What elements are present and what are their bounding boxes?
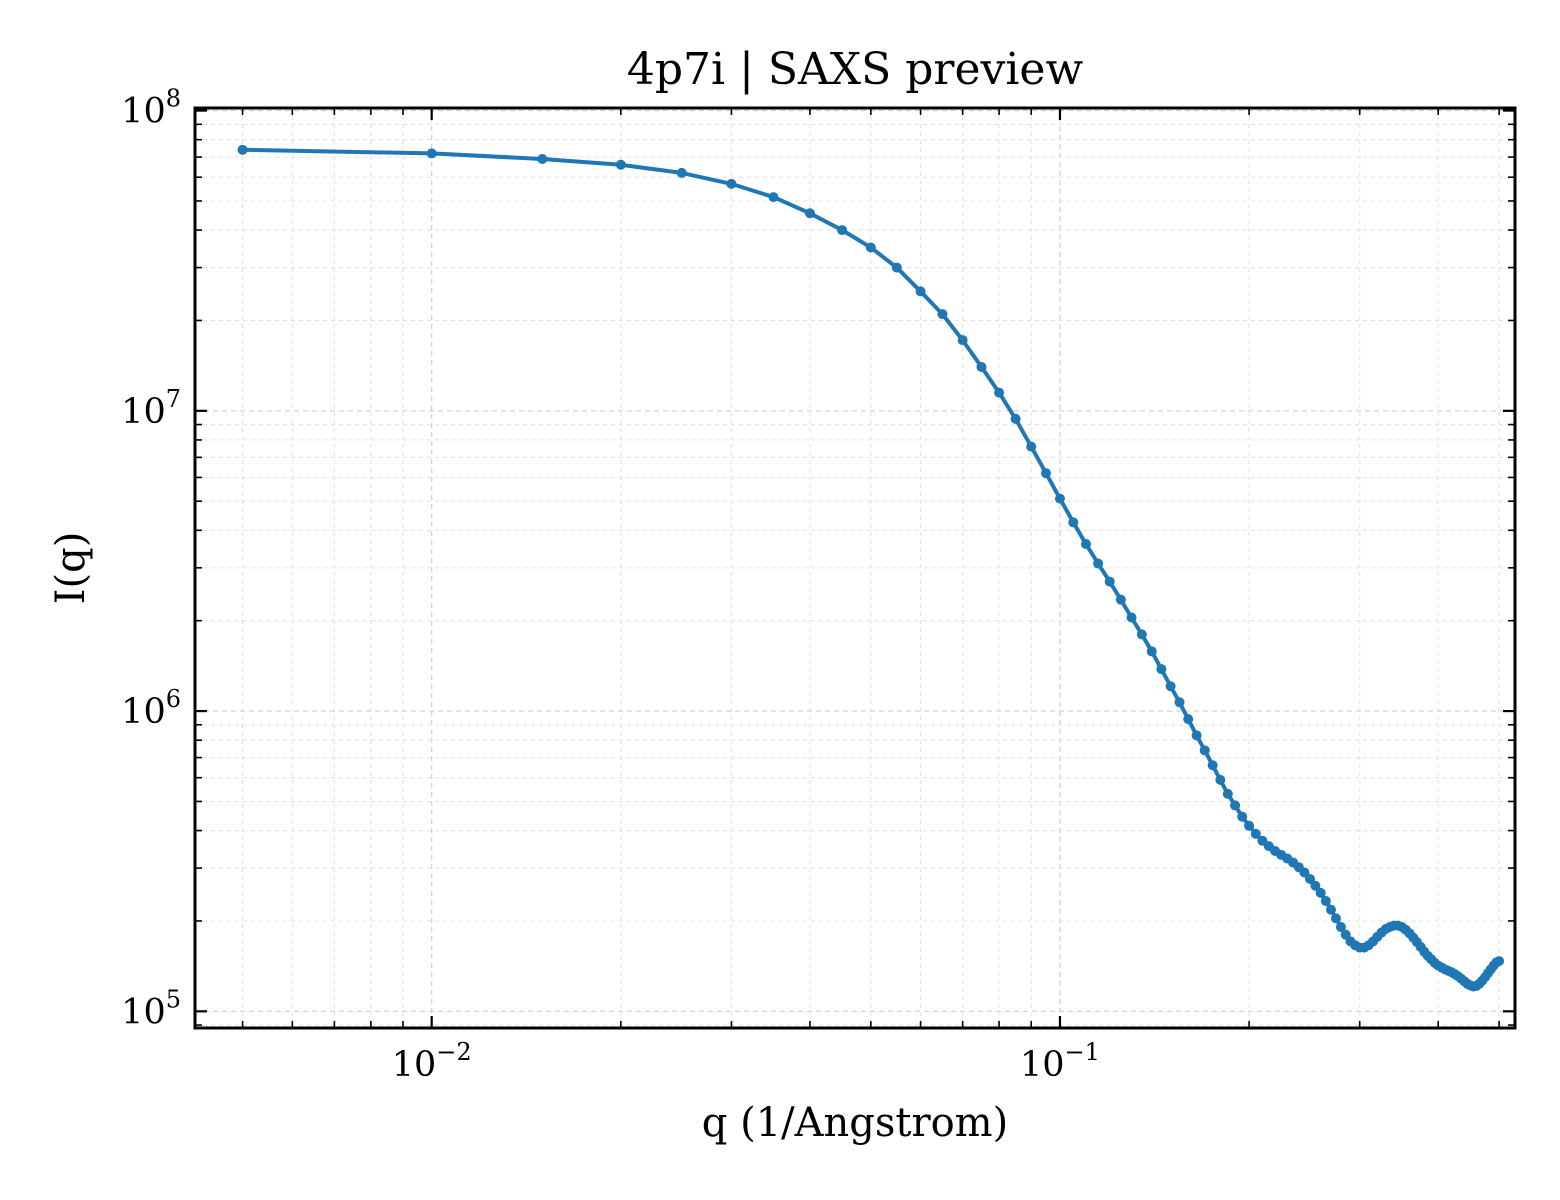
data-point	[615, 159, 626, 170]
data-point	[837, 225, 848, 236]
data-point	[1054, 493, 1065, 504]
x-tick-label: 10−2	[392, 1038, 472, 1085]
data-point	[768, 192, 779, 203]
data-point	[1215, 774, 1226, 785]
data-point	[1104, 576, 1115, 587]
data-point	[1093, 558, 1104, 569]
y-tick-label: 108	[121, 85, 181, 132]
data-point	[915, 286, 926, 297]
data-point	[865, 242, 876, 253]
data-point	[1146, 646, 1157, 657]
data-point	[1250, 828, 1261, 839]
data-point	[1310, 880, 1321, 891]
data-point	[1080, 539, 1091, 550]
data-point	[1191, 730, 1202, 741]
data-point	[1222, 788, 1233, 799]
data-point	[1156, 664, 1167, 675]
data-point	[957, 335, 968, 346]
x-tick-label: 10−1	[1020, 1038, 1100, 1085]
chart-title: 4p7i | SAXS preview	[627, 44, 1084, 95]
data-point	[426, 148, 437, 159]
data-point	[726, 178, 737, 189]
data-point	[1126, 612, 1137, 623]
data-point	[676, 167, 687, 178]
data-point	[804, 208, 815, 219]
data-point	[1237, 811, 1248, 822]
data-point	[1325, 904, 1336, 915]
data-point	[1174, 697, 1185, 708]
data-point	[1183, 714, 1194, 725]
data-point	[1026, 441, 1037, 452]
data-point	[937, 309, 948, 320]
data-point	[1335, 921, 1346, 932]
data-point	[1136, 629, 1147, 640]
data-point	[1230, 800, 1241, 811]
y-tick-label: 107	[121, 385, 181, 432]
y-axis-label: I(q)	[48, 532, 94, 605]
data-point	[1199, 745, 1210, 756]
data-point	[1304, 873, 1315, 884]
data-point	[1040, 468, 1051, 479]
data-point	[537, 153, 548, 164]
data-point	[1315, 887, 1326, 898]
x-axis-label: q (1/Angstrom)	[702, 1100, 1008, 1146]
data-point	[237, 144, 248, 155]
data-point	[1330, 913, 1341, 924]
data-point	[994, 387, 1005, 398]
data-point	[1165, 681, 1176, 692]
y-tick-label: 105	[121, 985, 181, 1032]
data-point	[1010, 413, 1021, 424]
data-point	[1494, 956, 1505, 967]
series-layer	[237, 144, 1505, 992]
data-point	[1244, 820, 1255, 831]
y-tick-label: 106	[121, 685, 181, 732]
grid	[195, 108, 1515, 1028]
data-point	[1320, 896, 1331, 907]
data-point	[1115, 594, 1126, 605]
data-point	[1207, 760, 1218, 771]
data-point	[1068, 517, 1079, 528]
data-point	[891, 262, 902, 273]
ticks: 10−2 10−1 105 106 107 108	[121, 85, 1515, 1085]
data-point	[976, 361, 987, 372]
